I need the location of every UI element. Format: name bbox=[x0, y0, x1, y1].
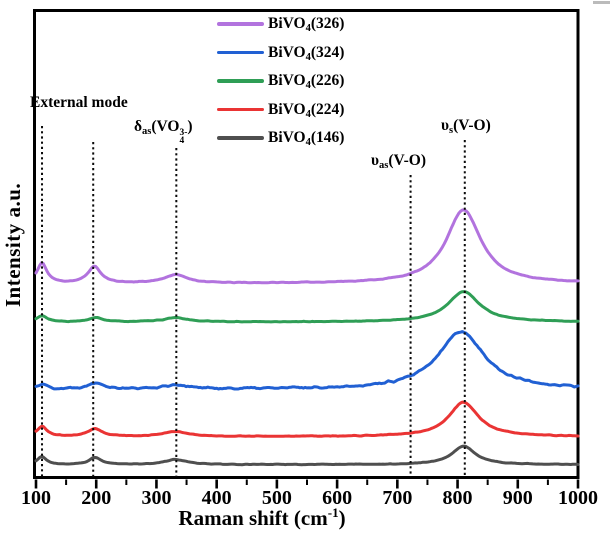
x-tick-label-900: 900 bbox=[503, 487, 533, 509]
corner-artifact bbox=[593, 1, 610, 4]
x-tick-label-300: 300 bbox=[141, 487, 171, 509]
vo4-superscript: 3- bbox=[179, 128, 188, 138]
legend-label-base: BiVO bbox=[268, 15, 306, 32]
legend-label: BiVO4(324) bbox=[268, 43, 345, 63]
legend-label: BiVO4(326) bbox=[268, 15, 345, 34]
nu-s-rest: (V-O) bbox=[453, 117, 491, 134]
plot-frame bbox=[33, 9, 580, 479]
legend-item-bivo4-224: BiVO4(224) bbox=[217, 100, 344, 120]
x-tick-label-1000: 1000 bbox=[558, 487, 598, 509]
x-tick-label-600: 600 bbox=[322, 487, 352, 509]
legend-label-rest: (146) bbox=[310, 129, 345, 146]
legend-label: BiVO4(224) bbox=[268, 100, 345, 120]
x-tick-label-400: 400 bbox=[202, 487, 232, 509]
delta-subscript: as bbox=[142, 126, 152, 137]
vo4-charge-stack: 3- 4 bbox=[179, 128, 188, 146]
legend-label-sub: 4 bbox=[305, 51, 311, 63]
spectrum-BiVO4(224) bbox=[34, 400, 580, 438]
legend-label-rest: (324) bbox=[310, 43, 345, 61]
legend-label-rest: (326) bbox=[310, 15, 345, 32]
spectrum-BiVO4(226) bbox=[34, 290, 580, 324]
nu-as-symbol: υ bbox=[371, 152, 380, 169]
legend-label-sub: 4 bbox=[305, 80, 311, 91]
spectrum-BiVO4(326) bbox=[34, 208, 580, 285]
annotation-external-mode: External mode bbox=[30, 94, 128, 111]
delta-open: (VO bbox=[151, 118, 180, 135]
annotation-delta-as-vo4: δas(VO 3- 4) bbox=[134, 118, 193, 146]
legend-line-swatch bbox=[217, 50, 264, 55]
x-axis-title-close: ) bbox=[338, 506, 346, 530]
legend-label: BiVO4(226) bbox=[268, 72, 345, 91]
legend: BiVO4(326) BiVO4(324) BiVO4(226) BiVO4(2… bbox=[217, 14, 344, 148]
legend-label-sub: 4 bbox=[305, 137, 311, 148]
x-axis-title: Raman shift (cm-1) bbox=[167, 505, 357, 531]
legend-label-base: BiVO bbox=[268, 43, 306, 61]
x-tick-label-800: 800 bbox=[443, 487, 473, 509]
legend-label-base: BiVO bbox=[268, 100, 306, 118]
x-axis-title-exponent: -1 bbox=[327, 505, 339, 520]
legend-item-bivo4-324: BiVO4(324) bbox=[217, 43, 344, 63]
x-tick-label-100: 100 bbox=[21, 487, 51, 509]
delta-close: ) bbox=[187, 118, 193, 135]
x-tick-label-200: 200 bbox=[81, 487, 111, 509]
legend-label-sub: 4 bbox=[305, 23, 311, 34]
vo4-subscript: 4 bbox=[179, 136, 185, 146]
legend-line-swatch bbox=[217, 79, 264, 83]
legend-label: BiVO4(146) bbox=[268, 129, 345, 148]
legend-line-swatch bbox=[217, 22, 264, 26]
nu-s-symbol: υ bbox=[441, 117, 450, 134]
legend-line-swatch bbox=[217, 107, 264, 112]
legend-item-bivo4-226: BiVO4(226) bbox=[217, 71, 344, 91]
nu-s-subscript: s bbox=[449, 125, 454, 136]
legend-label-rest: (224) bbox=[310, 100, 345, 118]
x-tick-label-500: 500 bbox=[262, 487, 292, 509]
y-axis-title: Intensity a.u. bbox=[1, 182, 25, 308]
spectrum-BiVO4(146) bbox=[34, 444, 580, 467]
legend-label-base: BiVO bbox=[268, 129, 306, 146]
legend-line-swatch bbox=[217, 136, 264, 140]
legend-item-bivo4-326: BiVO4(326) bbox=[217, 14, 344, 34]
annotation-nu-s-vo: υs(V-O) bbox=[441, 117, 491, 136]
x-axis-title-text: Raman shift (cm bbox=[178, 506, 328, 530]
spectrum-BiVO4(324) bbox=[34, 330, 580, 391]
nu-as-subscript: as bbox=[379, 160, 389, 171]
delta-symbol: δ bbox=[134, 118, 143, 135]
annotation-nu-as-vo: υas(V-O) bbox=[371, 152, 426, 171]
x-tick-label-700: 700 bbox=[382, 487, 412, 509]
legend-label-sub: 4 bbox=[305, 108, 311, 120]
legend-label-rest: (226) bbox=[310, 72, 345, 89]
legend-item-bivo4-146: BiVO4(146) bbox=[217, 128, 344, 148]
nu-as-rest: (V-O) bbox=[388, 152, 426, 169]
legend-label-base: BiVO bbox=[268, 72, 306, 89]
